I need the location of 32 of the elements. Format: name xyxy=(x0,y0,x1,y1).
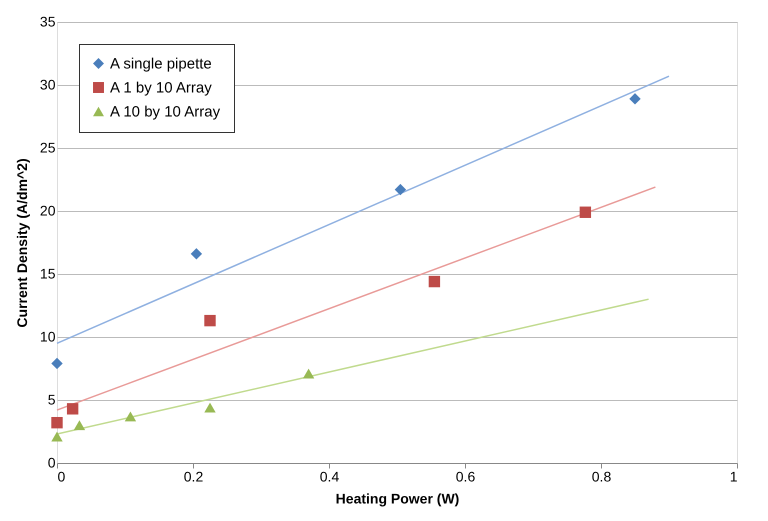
point xyxy=(394,184,406,196)
point xyxy=(124,411,136,422)
point xyxy=(51,358,63,370)
x-tick-label: 0.2 xyxy=(184,468,204,484)
y-tick-label: 5 xyxy=(48,392,56,408)
x-tick-label: 0.6 xyxy=(456,468,476,484)
point xyxy=(51,416,63,428)
point xyxy=(204,402,216,412)
point xyxy=(204,314,216,326)
y-tick-label: 0 xyxy=(48,454,56,470)
x-tick-label: 0.4 xyxy=(320,468,340,484)
point xyxy=(190,248,202,260)
y-tick-label: 35 xyxy=(40,14,56,30)
legend-label: A 1 by 10 Array xyxy=(110,80,212,96)
point xyxy=(580,206,592,218)
y-tick-label: 10 xyxy=(40,328,56,344)
y-tick-label: 25 xyxy=(40,140,56,156)
y-tick-label: 20 xyxy=(40,202,56,218)
x-axis-title: Heating Power (W) xyxy=(336,490,460,506)
point xyxy=(51,432,63,442)
point xyxy=(66,403,78,415)
legend-label: A 10 by 10 Array xyxy=(110,104,221,120)
point xyxy=(302,368,314,378)
point xyxy=(629,93,641,105)
point xyxy=(428,276,440,288)
y-axis-title: Current Density (A/dm^2) xyxy=(14,158,30,328)
legend-label: A single pipette xyxy=(110,56,212,72)
x-tick-label: 0.8 xyxy=(592,468,612,484)
x-tick-label: 1 xyxy=(730,468,738,484)
y-tick-label: 30 xyxy=(40,76,56,92)
y-tick-label: 15 xyxy=(40,266,56,282)
point xyxy=(74,420,86,430)
